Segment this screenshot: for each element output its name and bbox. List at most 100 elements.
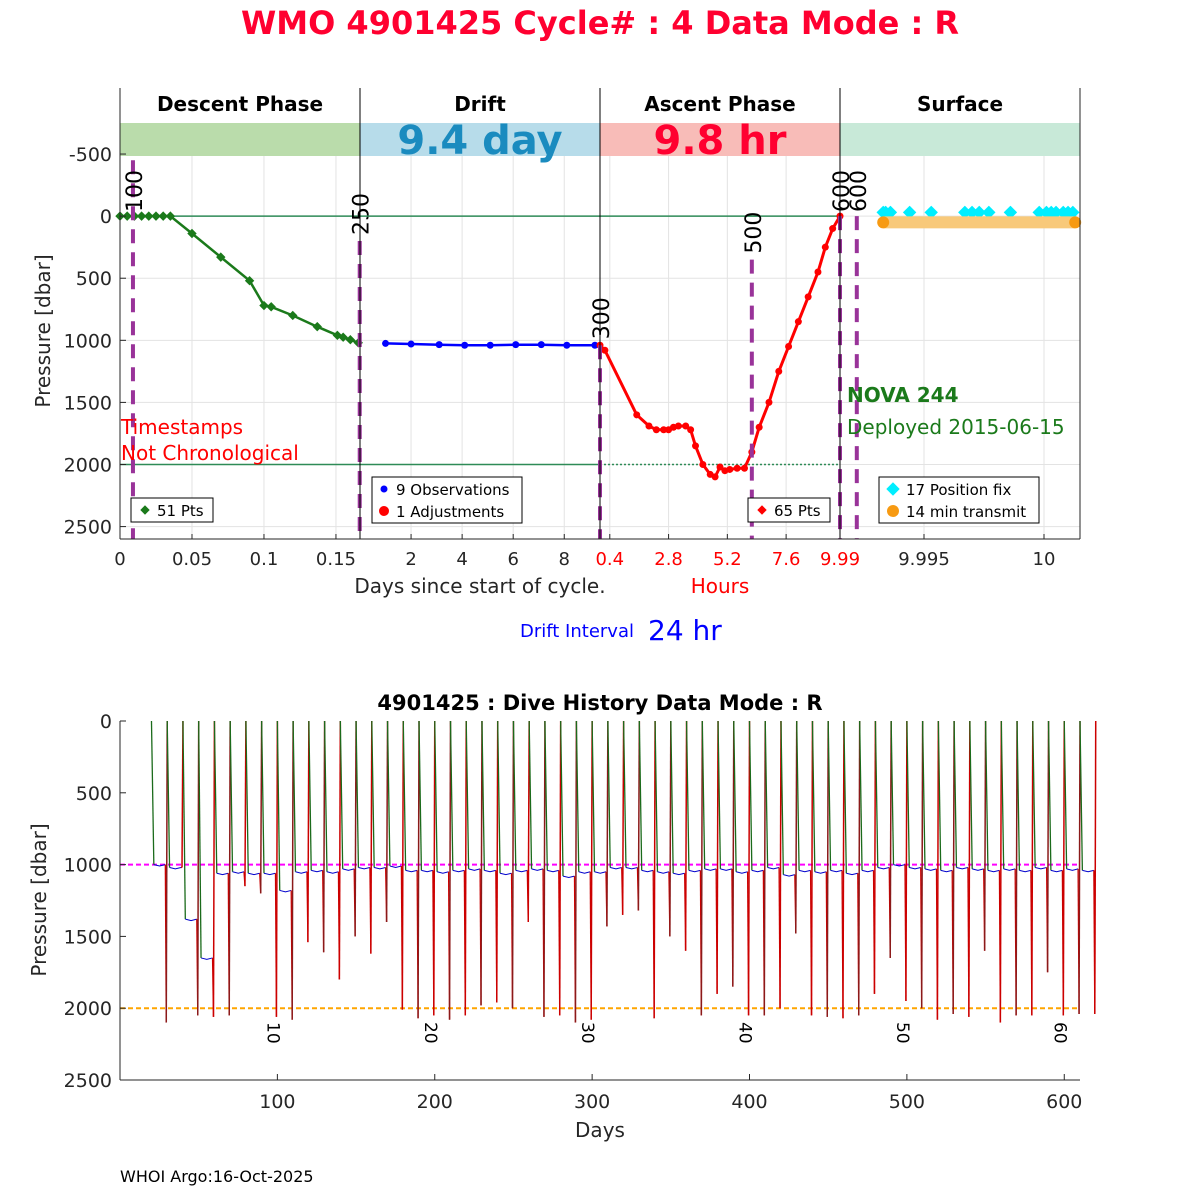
descent-point — [312, 321, 322, 332]
descent-point — [136, 211, 147, 221]
dive-ascent-line — [810, 720, 814, 1016]
ascent-point — [804, 293, 812, 301]
dive-descent-line — [528, 720, 533, 869]
dive-ascent-line — [795, 720, 798, 934]
cycle-marker-label: 300 — [590, 297, 615, 339]
legend: 9 Observations 1 Adjustments — [371, 476, 523, 524]
dive-ascent-line — [1046, 720, 1050, 973]
dive-drift-line — [1003, 868, 1016, 871]
dive-ascent-line — [417, 720, 420, 1019]
dive-ascent-line — [952, 720, 955, 1014]
ascent-point — [601, 346, 609, 354]
y-tick-label: 2500 — [64, 1070, 112, 1092]
dive-ascent-line — [291, 720, 294, 1020]
dive-ascent-line — [464, 720, 467, 1016]
x-tick-label: 100 — [259, 1091, 295, 1113]
y-tick-label: 500 — [76, 268, 112, 290]
phase-band — [840, 123, 1080, 156]
dive-drift-line — [342, 868, 355, 871]
dive-drift-line — [830, 869, 843, 873]
dive-descent-line — [497, 720, 501, 874]
dive-ascent-line — [700, 720, 704, 1016]
descent-point — [216, 252, 226, 262]
dive-descent-line — [796, 720, 800, 871]
descent-point — [288, 310, 298, 321]
ascent-point — [755, 423, 763, 431]
dive-descent-line — [292, 720, 297, 872]
dive-drift-line — [877, 866, 890, 870]
panel-surface: Surface 9.995 10 600 NOVA 244 Deployed 2015-0… — [840, 92, 1082, 570]
dive-descent-line — [544, 720, 548, 871]
dive-descent-line — [733, 720, 737, 872]
dive-ascent-line — [338, 720, 342, 980]
dive-descent-line — [591, 720, 596, 872]
legend: 51 Pts — [130, 497, 214, 523]
ascent-point — [633, 411, 641, 419]
ascent-point — [687, 426, 695, 434]
ascent-point — [716, 463, 724, 471]
transmit-bar — [883, 216, 1076, 229]
legend-box — [371, 476, 523, 524]
cycle-marker-label: 100 — [123, 170, 148, 212]
dive-drift-line — [326, 871, 339, 874]
phase-band — [120, 123, 360, 156]
dive-descent-line — [355, 720, 360, 868]
cycle-marker-label: 600 — [830, 170, 855, 212]
descent-point — [266, 302, 276, 312]
annotation-line: Not Chronological — [121, 441, 299, 465]
dive-ascent-line — [826, 720, 829, 1017]
dive-descent-line — [213, 720, 218, 874]
legend: 65 Pts — [747, 497, 831, 523]
dive-descent-line — [402, 720, 407, 871]
descent-point — [259, 300, 269, 311]
dive-ascent-line — [669, 720, 672, 937]
dive-drift-line — [562, 875, 575, 879]
y-tick-label: 1500 — [64, 926, 112, 948]
legend-text: 51 Pts — [157, 502, 204, 520]
drift-point — [537, 341, 545, 349]
dive-descent-line — [1016, 720, 1021, 871]
dive-ascent-line — [857, 720, 861, 1016]
descent-point — [187, 228, 197, 239]
dive-descent-line — [890, 720, 895, 865]
ascent-point — [682, 422, 690, 430]
dive-descent-line — [953, 720, 958, 868]
dive-drift-line — [767, 866, 780, 870]
deploy-date: Deployed 2015-06-15 — [847, 415, 1065, 439]
drift-point — [486, 341, 494, 349]
y-tick-label: 1500 — [64, 392, 112, 414]
x-tick-label: 0.15 — [316, 549, 356, 570]
dive-ascent-line — [558, 720, 562, 1016]
descent-point — [332, 330, 343, 341]
drift-point — [512, 341, 520, 349]
x-tick-label: 5.2 — [713, 549, 742, 570]
x-tick-label: 0 — [114, 549, 125, 570]
dive-ascent-line — [543, 720, 546, 1017]
dive-descent-line — [764, 720, 769, 868]
ascent-point — [740, 464, 748, 472]
dive-descent-line — [386, 720, 391, 867]
dive-descent-line — [874, 720, 879, 868]
x-axis-label-days: Days since start of cycle. — [354, 574, 605, 598]
dive-drift-line — [531, 868, 544, 871]
phase-band — [600, 123, 840, 156]
dive-ascent-line — [370, 720, 373, 954]
dive-drift-line — [547, 869, 559, 873]
dive-descent-line — [512, 720, 517, 871]
dive-drift-line — [389, 865, 402, 868]
dive-drift-line — [704, 868, 717, 871]
dive-descent-line — [245, 720, 249, 874]
y-tick-label: 2500 — [64, 517, 112, 539]
dive-drift-line — [232, 871, 245, 874]
x-tick-label: 6 — [507, 549, 518, 570]
dive-descent-line — [843, 720, 847, 874]
dive-ascent-line — [779, 720, 782, 1009]
plot-area — [120, 721, 1080, 1080]
dive-descent-line — [418, 720, 423, 871]
dive-descent-line — [434, 720, 438, 872]
dive-descent-line — [1079, 720, 1084, 871]
drift-point — [461, 341, 469, 349]
